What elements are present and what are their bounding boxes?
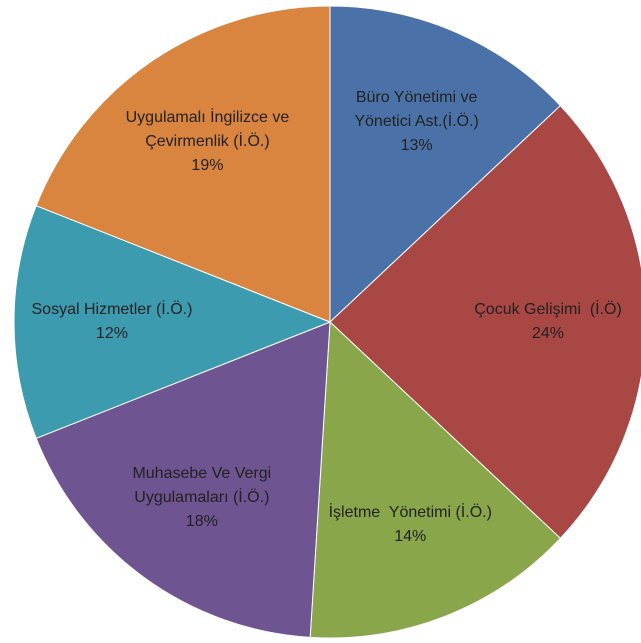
value-label: 12% xyxy=(95,325,128,342)
category-label: Uygulamalı İngilizce ve Çevirmenlik (İ.Ö… xyxy=(125,108,290,150)
slice-label: Sosyal Hizmetler (İ.Ö.) 12% xyxy=(31,298,192,346)
category-label: Muhasebe Ve Vergi Uygulamaları (İ.Ö.) xyxy=(132,465,272,507)
category-label: İşletme Yönetimi (İ.Ö.) xyxy=(328,503,492,521)
value-label: 19% xyxy=(191,156,224,174)
pie-slice xyxy=(13,205,332,439)
slice-label: İşletme Yönetimi (İ.Ö.) 14% xyxy=(329,501,492,549)
value-label: 18% xyxy=(185,513,218,531)
slice-label: Büro Yönetimi ve Yönetici Ast.(İ.Ö.) 13% xyxy=(354,86,478,158)
pie-slice xyxy=(35,5,331,323)
category-label: Sosyal Hizmetler (İ.Ö.) xyxy=(31,301,193,318)
pie-slice xyxy=(329,5,562,324)
pie-slice xyxy=(329,104,641,540)
slice-label: Muhasebe Ve Vergi Uygulamaları (İ.Ö.) 18% xyxy=(132,462,271,534)
pie-slice xyxy=(309,320,562,639)
category-label: Büro Yönetimi ve Yönetici Ast.(İ.Ö.) xyxy=(354,88,479,130)
category-label: Çocuk Gelişimi (İ.Ö) xyxy=(474,301,622,318)
pie-slice xyxy=(35,321,331,638)
slice-label: Uygulamalı İngilizce ve Çevirmenlik (İ.Ö… xyxy=(126,106,290,178)
value-label: 13% xyxy=(400,136,433,154)
value-label: 14% xyxy=(394,527,427,545)
value-label: 24% xyxy=(532,325,565,342)
slice-label: Çocuk Gelişimi (İ.Ö) 24% xyxy=(474,298,622,346)
